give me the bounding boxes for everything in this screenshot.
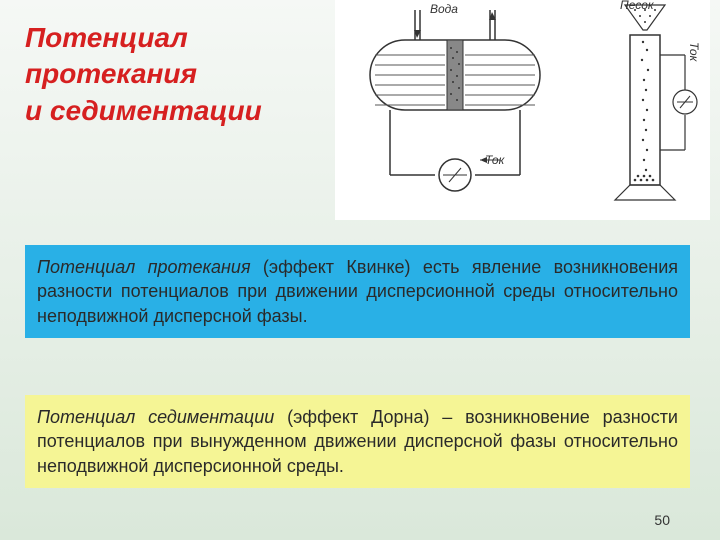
definition-box-2: Потенциал седиментации (эффект Дорна) – … xyxy=(25,395,690,488)
page-number: 50 xyxy=(654,512,670,528)
definition-box-1: Потенциал протекания (эффект Квинке) ест… xyxy=(25,245,690,338)
slide-title: Потенциал протекания и седиментации xyxy=(25,20,262,129)
label-water: Вода xyxy=(430,2,458,16)
label-current-2: Ток xyxy=(687,42,701,61)
streaming-potential-diagram xyxy=(335,0,595,215)
sedimentation-potential-diagram xyxy=(595,0,710,215)
label-current: Ток xyxy=(485,153,504,167)
title-line-3: и седиментации xyxy=(25,95,262,126)
definition-1-term: Потенциал протекания xyxy=(37,257,251,277)
definition-2-term: Потенциал седиментации xyxy=(37,407,274,427)
title-line-1: Потенциал xyxy=(25,22,188,53)
diagram-panel: Вода Ток xyxy=(335,0,710,220)
title-line-2: протекания xyxy=(25,58,197,89)
label-sand: Песок xyxy=(620,0,654,12)
